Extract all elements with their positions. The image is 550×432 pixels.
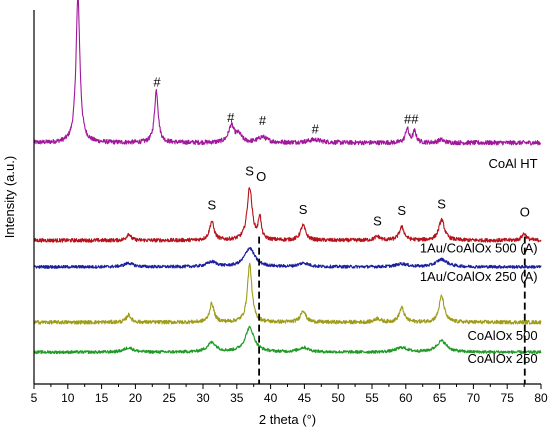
peak-marker-10: S [299, 202, 308, 217]
peak-marker-2: # [153, 75, 161, 90]
x-tick-label-60: 60 [399, 391, 413, 405]
x-tick-label-25: 25 [163, 391, 177, 405]
series-trace-coalox-500 [33, 262, 542, 325]
peak-marker-6: ## [404, 111, 419, 126]
peak-marker-8: S [245, 163, 254, 178]
peak-marker-13: S [437, 197, 446, 212]
peak-marker-5: # [312, 121, 320, 136]
series-label-1au-coalox-250-a: 1Au/CoAlOx 250 (A) [420, 269, 538, 284]
peak-marker-12: S [397, 203, 406, 218]
x-tick-label-75: 75 [501, 391, 515, 405]
x-tick-label-80: 80 [534, 391, 548, 405]
peak-marker-11: S [373, 213, 382, 228]
traces-layer [33, 0, 542, 355]
x-tick-label-35: 35 [230, 391, 244, 405]
peak-marker-4: # [259, 113, 267, 128]
x-tick-label-55: 55 [365, 391, 379, 405]
x-tick-label-45: 45 [298, 391, 312, 405]
peak-marker-14: O [520, 204, 530, 219]
series-labels-layer: CoAl HT 1Au/CoAlOx 500 (A) 1Au/CoAlOx 250 … [420, 156, 538, 366]
series-trace-coal-ht [33, 0, 542, 146]
x-tick-label-10: 10 [61, 391, 75, 405]
x-tick-label-5: 5 [31, 391, 38, 405]
x-axis-label: 2 theta (°) [259, 412, 316, 427]
series-label-1au-coalox-500-a: 1Au/CoAlOx 500 (A) [420, 240, 538, 255]
x-tick-label-20: 20 [129, 391, 143, 405]
series-trace-coalox-250 [33, 325, 542, 355]
y-axis-label: Intensity (a.u.) [2, 156, 17, 238]
x-tick-label-15: 15 [95, 391, 109, 405]
series-label-coal-ht: CoAl HT [488, 156, 537, 171]
x-tick-label-65: 65 [433, 391, 447, 405]
series-label-coalox-250: CoAlOx 250 [468, 351, 538, 366]
reference-lines-layer [258, 236, 526, 384]
series-trace-1au-coalox-250-a [33, 246, 542, 269]
series-label-coalox-500: CoAlOx 500 [468, 328, 538, 343]
x-tick-label-40: 40 [264, 391, 278, 405]
x-tick-label-30: 30 [196, 391, 210, 405]
peak-marker-7: S [207, 197, 216, 212]
peak-marker-9: O [256, 169, 266, 184]
x-tick-label-50: 50 [332, 391, 346, 405]
x-tick-label-70: 70 [467, 391, 481, 405]
peak-marker-3: # [227, 110, 235, 125]
series-trace-1au-coalox-500-a [33, 187, 542, 243]
axes-layer: 5 10 15 20 25 30 35 40 45 50 55 60 65 70 75 80 [31, 10, 548, 405]
